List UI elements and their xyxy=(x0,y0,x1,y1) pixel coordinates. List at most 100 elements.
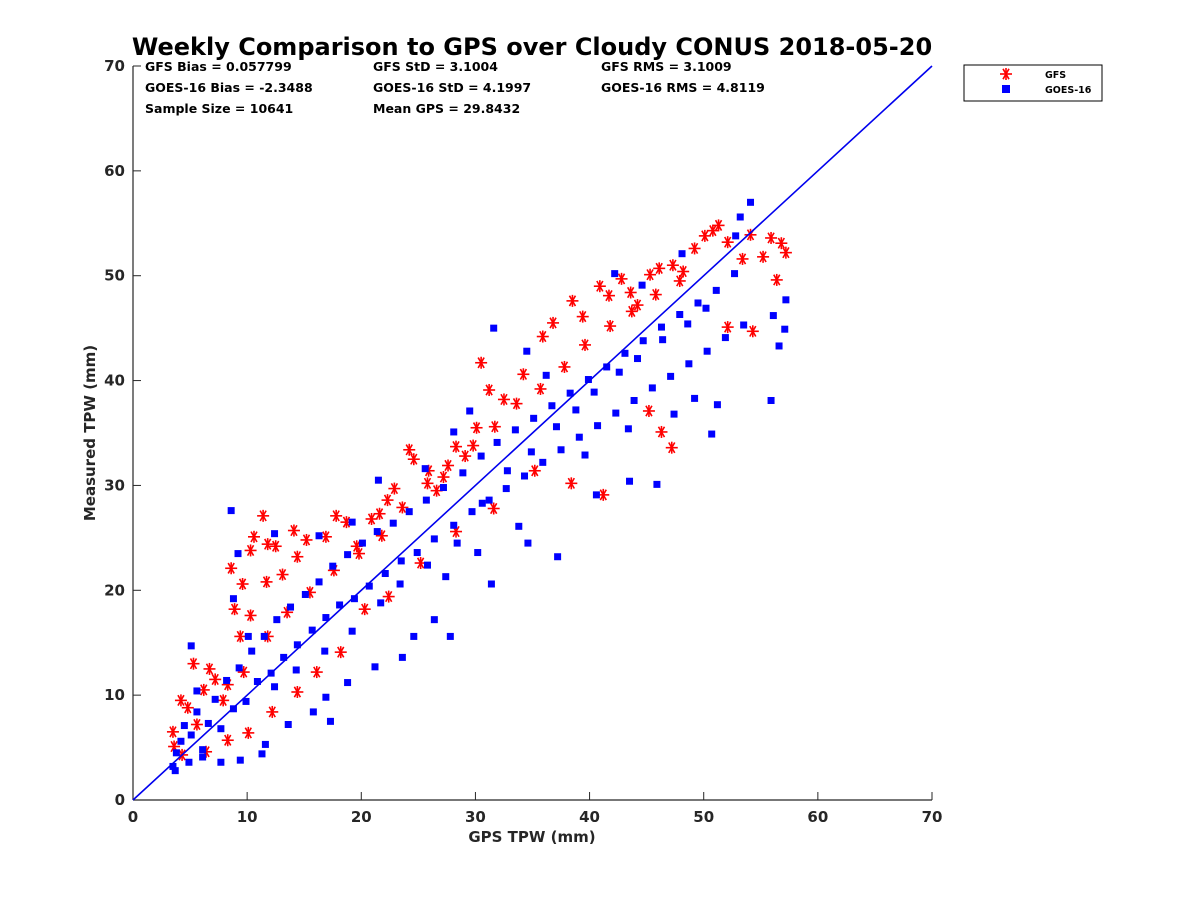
gfs-point xyxy=(534,382,547,395)
gfs-point xyxy=(644,268,657,281)
gfs-point xyxy=(330,509,343,522)
gfs-point xyxy=(712,219,725,232)
goes-point xyxy=(781,325,789,333)
goes-point xyxy=(634,355,642,363)
y-tick-label: 50 xyxy=(104,267,125,285)
goes-point xyxy=(581,451,589,459)
gfs-point xyxy=(234,630,247,643)
goes-point xyxy=(397,557,405,565)
gfs-point xyxy=(300,533,313,546)
legend-gfs-asterisk xyxy=(1000,68,1012,80)
gfs-point xyxy=(442,459,455,472)
goes-point xyxy=(280,653,288,661)
stats-annotations: GFS Bias = 0.057799 GFS StD = 3.1004 GFS… xyxy=(145,59,765,116)
legend-gfs-asterisk-icon xyxy=(1000,68,1012,80)
gfs-point xyxy=(665,441,678,454)
stat-goes-bias: GOES-16 Bias = -2.3488 xyxy=(145,80,313,95)
stat-sample-size: Sample Size = 10641 xyxy=(145,101,293,116)
x-tick-label: 50 xyxy=(693,808,714,826)
goes-point xyxy=(736,213,744,221)
goes-point xyxy=(223,676,231,684)
goes-point xyxy=(322,693,330,701)
goes-point xyxy=(554,553,562,561)
goes-point xyxy=(468,508,476,516)
goes-point xyxy=(315,532,323,540)
goes-point xyxy=(767,396,775,404)
y-tick-label: 40 xyxy=(104,372,125,390)
gfs-point xyxy=(624,286,637,299)
chart-title: Weekly Comparison to GPS over Cloudy CON… xyxy=(132,33,932,61)
gfs-point xyxy=(459,450,472,463)
goes-point xyxy=(308,626,316,634)
goes-point xyxy=(740,321,748,329)
goes-point xyxy=(612,409,620,417)
gfs-point xyxy=(649,288,662,301)
goes-point xyxy=(261,740,269,748)
goes-point xyxy=(336,601,344,609)
gfs-point xyxy=(579,338,592,351)
goes-point xyxy=(552,423,560,431)
legend-box xyxy=(963,64,1103,102)
gfs-point xyxy=(475,356,488,369)
goes-point xyxy=(204,719,212,727)
goes-point xyxy=(413,549,421,557)
gfs-point xyxy=(217,694,230,707)
goes-point xyxy=(584,376,592,384)
goes-point xyxy=(502,485,510,493)
goes-point xyxy=(348,518,356,526)
gfs-point xyxy=(576,310,589,323)
y-tick-label: 30 xyxy=(104,476,125,494)
goes-point xyxy=(594,422,602,430)
y-tick-label: 0 xyxy=(115,791,125,809)
goes-point xyxy=(493,438,501,446)
goes-point xyxy=(381,570,389,578)
gfs-point xyxy=(269,540,282,553)
gfs-point xyxy=(221,734,234,747)
goes-point xyxy=(708,430,716,438)
gfs-point xyxy=(765,231,778,244)
goes-point xyxy=(684,320,692,328)
goes-point xyxy=(187,642,195,650)
x-tick-label: 30 xyxy=(465,808,486,826)
goes-point xyxy=(234,550,242,558)
gfs-point xyxy=(721,236,734,249)
goes-point xyxy=(775,342,783,350)
gfs-point xyxy=(666,259,679,272)
goes-point xyxy=(284,721,292,729)
y-axis-label: Measured TPW (mm) xyxy=(81,345,99,521)
gfs-point xyxy=(602,289,615,302)
gfs-point xyxy=(483,384,496,397)
goes-point xyxy=(702,304,710,312)
goes-point xyxy=(648,384,656,392)
goes-point xyxy=(421,465,429,473)
stat-goes-std: GOES-16 StD = 4.1997 xyxy=(373,80,531,95)
one-to-one-line xyxy=(132,65,933,801)
gfs-point xyxy=(291,685,304,698)
gfs-point xyxy=(291,550,304,563)
goes-point xyxy=(242,697,250,705)
goes-point xyxy=(322,614,330,622)
goes-point xyxy=(446,632,454,640)
x-axis-label: GPS TPW (mm) xyxy=(468,828,595,846)
gfs-point xyxy=(655,425,668,438)
gfs-point xyxy=(381,494,394,507)
goes-point xyxy=(703,347,711,355)
goes-point xyxy=(177,737,185,745)
gfs-point xyxy=(593,280,606,293)
legend-gfs-label: GFS xyxy=(1045,70,1066,81)
goes-point xyxy=(236,756,244,764)
goes-point xyxy=(478,499,486,507)
gfs-point xyxy=(242,726,255,739)
gfs-point xyxy=(547,316,560,329)
gfs-point xyxy=(334,646,347,659)
goes-point xyxy=(442,573,450,581)
gfs-point xyxy=(437,471,450,484)
gfs-point xyxy=(174,694,187,707)
goes-point xyxy=(271,530,279,538)
goes-point xyxy=(485,496,493,504)
gfs-point xyxy=(470,421,483,434)
gfs-point xyxy=(358,603,371,616)
goes-point xyxy=(678,250,686,258)
